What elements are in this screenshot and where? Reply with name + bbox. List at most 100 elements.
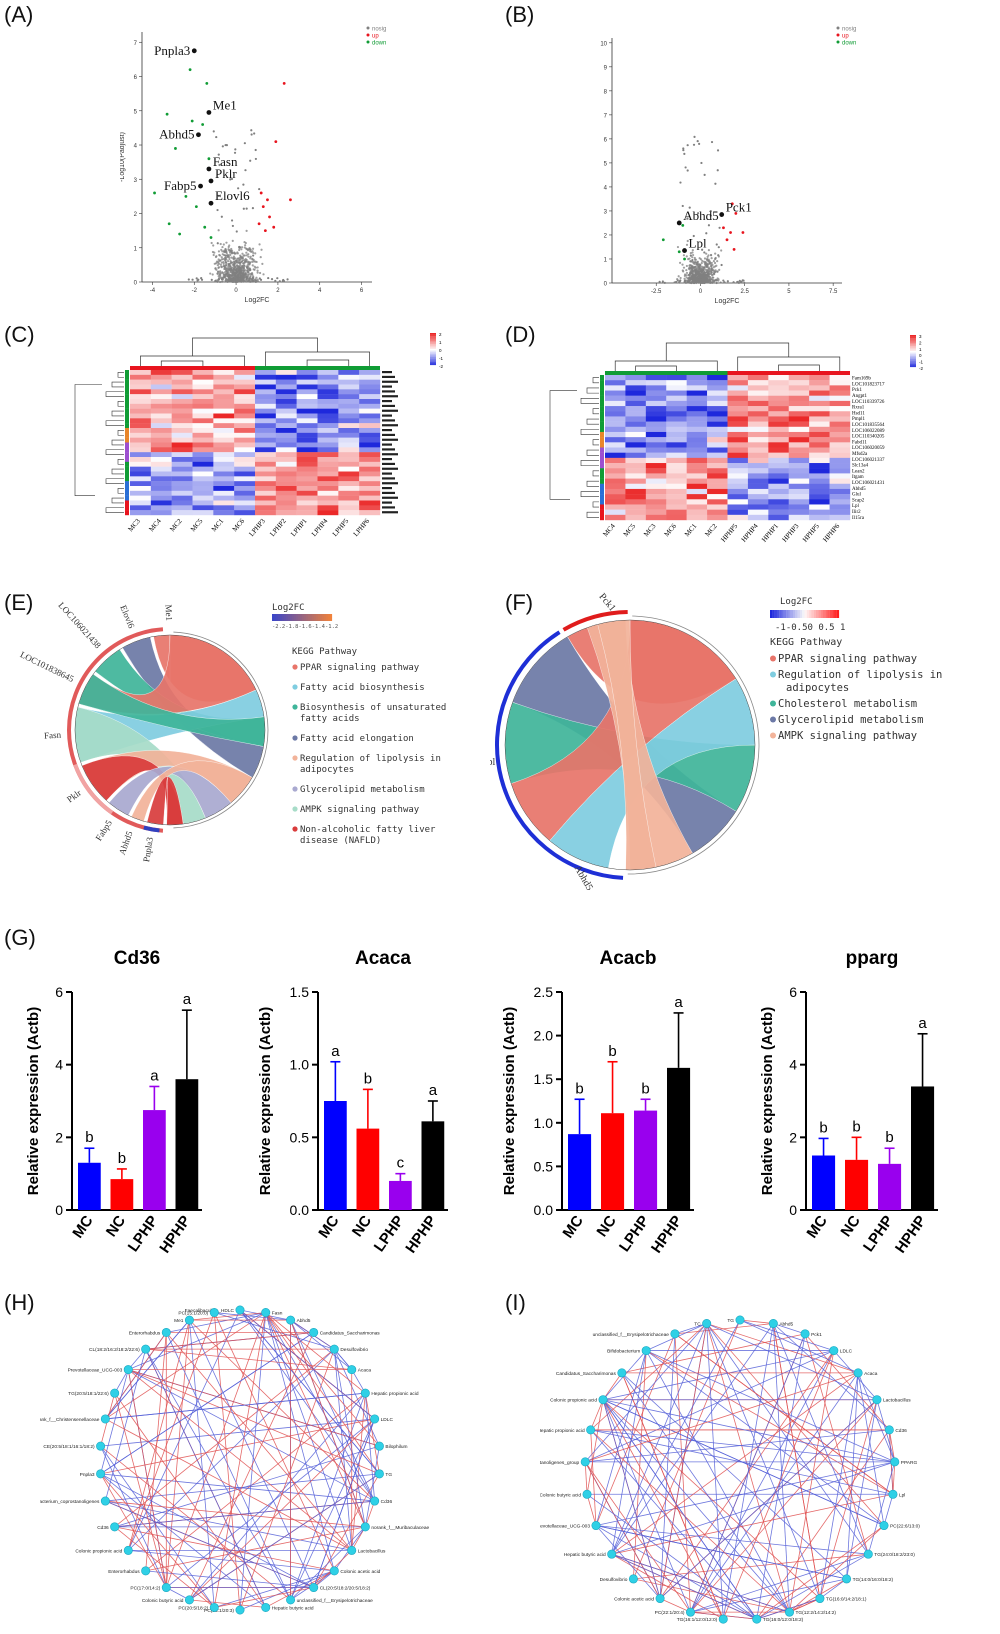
up-point: [734, 211, 738, 215]
network-edge: [213, 1312, 241, 1611]
heatmap-cell: [707, 380, 728, 386]
nosig-point: [217, 194, 221, 197]
network-edge: [265, 1312, 376, 1502]
heatmap-cell: [829, 406, 851, 412]
nosig-point: [230, 256, 233, 259]
heatmap-cell: [275, 418, 297, 424]
heatmap-cell: [625, 390, 647, 396]
gene-label: LOC101838645: [19, 649, 76, 684]
heatmap-cell: [338, 476, 360, 482]
heatmap-cell: [338, 418, 360, 424]
heatmap-cell: [192, 490, 214, 496]
color-scale-step: [910, 339, 916, 342]
heatmap-cell: [338, 408, 360, 414]
color-scale-step: [910, 336, 916, 339]
pathway-legend-title: KEGG Pathway: [770, 637, 842, 648]
row-dendrogram: [549, 377, 599, 518]
network-node: [617, 1368, 627, 1378]
heatmap-cell: [213, 408, 235, 414]
heatmap-cell: [747, 473, 769, 479]
nosig-point: [239, 255, 242, 259]
nosig-point: [712, 266, 715, 269]
heatmap-cell: [192, 471, 214, 477]
network-edge: [351, 1393, 366, 1551]
network-edge: [239, 1309, 375, 1502]
heatmap-cell: [275, 403, 297, 409]
heatmap-cell: [625, 478, 647, 484]
heatmap-cell: [666, 473, 687, 479]
y-axis-label: -Log10(Padjust): [120, 132, 126, 182]
network-node-label: PC(22:6/13:0): [890, 1524, 920, 1530]
network-edge: [105, 1500, 366, 1528]
network-edge: [690, 1372, 859, 1613]
network-node-label: Hepatic propionic acid: [371, 1391, 419, 1397]
nosig-point: [258, 243, 261, 246]
nosig-point: [249, 268, 252, 272]
nosig-point: [699, 258, 703, 261]
dendrogram-branch: [265, 351, 370, 367]
category-label: LPHP: [371, 1213, 408, 1256]
color-scale-step: [910, 365, 916, 368]
color-scale-label: -1: [919, 360, 923, 365]
heatmap-cell: [192, 413, 214, 419]
heatmap-cell: [768, 514, 789, 521]
nosig-point: [247, 260, 250, 263]
panel-label-f: (F): [505, 590, 534, 615]
nosig-point: [682, 149, 685, 152]
nosig-point: [693, 269, 696, 272]
nosig-point: [248, 277, 251, 280]
heatmap-cell: [605, 457, 626, 464]
significance-letter: b: [852, 1118, 860, 1135]
network-edge: [706, 1323, 878, 1401]
heatmap-cell: [192, 403, 214, 409]
network-edge: [659, 1333, 676, 1599]
heatmap-cell: [234, 389, 256, 395]
row-label: Il15ra: [852, 516, 865, 521]
heatmap-cell: [359, 505, 381, 511]
network-edge: [772, 1323, 821, 1599]
heatmap-cell: [296, 461, 318, 467]
nosig-point: [221, 280, 224, 283]
heatmap-cell: [747, 509, 769, 516]
nosig-point: [225, 144, 228, 147]
nosig-point: [230, 219, 234, 222]
heatmap-cell: [275, 481, 297, 487]
heatmap-cell: [171, 384, 193, 390]
heatmap-cell: [338, 423, 360, 429]
nosig-point: [240, 277, 243, 280]
nosig-point: [222, 276, 225, 279]
heatmap-cell: [150, 394, 172, 400]
down-point: [209, 236, 213, 239]
row-annotation: [600, 426, 604, 433]
heatmap-cell: [666, 494, 687, 500]
nosig-point: [242, 275, 246, 278]
heatmap-cell: [645, 416, 667, 422]
network-node: [110, 1388, 120, 1398]
heatmap-cell: [150, 374, 172, 380]
heatmap-cell: [768, 509, 789, 516]
network-edge: [756, 1525, 885, 1620]
row-annotation: [600, 442, 604, 448]
nosig-point: [685, 271, 689, 275]
network-edge: [819, 1578, 847, 1599]
heatmap-cell: [296, 408, 318, 414]
chart-title: Acaca: [355, 948, 411, 969]
pathway-legend-label: Fatty acid biosynthesis: [300, 683, 425, 693]
heatmap-cell: [213, 370, 235, 376]
color-scale-step: [834, 610, 837, 618]
down-point: [203, 225, 207, 229]
heatmap-cell: [359, 461, 381, 467]
color-scale-step: [288, 614, 291, 621]
heatmap-cell: [666, 499, 687, 505]
nosig-point: [278, 280, 281, 283]
heatmap-cell: [788, 447, 810, 453]
heatmap-cell: [768, 395, 789, 402]
heatmap-cell: [605, 468, 626, 474]
network-node: [161, 1327, 171, 1337]
network-node-label: TG(14:0/16:0/18:2): [853, 1577, 894, 1583]
nosig-point: [701, 248, 704, 251]
heatmap-cell: [707, 437, 728, 443]
y-tick-label: 7: [134, 41, 138, 47]
row-label: Lean2: [852, 469, 865, 474]
